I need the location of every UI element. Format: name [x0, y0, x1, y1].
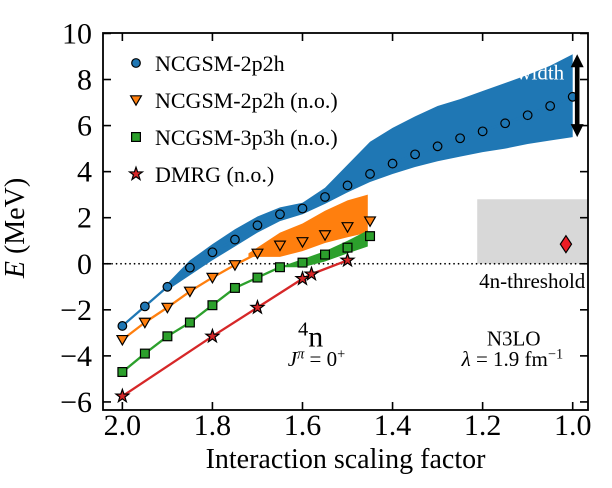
- y-tick-label: 2: [77, 202, 92, 235]
- x-axis-label: Interaction scaling factor: [206, 444, 487, 475]
- circle-marker: [387, 158, 398, 169]
- ncgsm-2p2h-markers: [117, 91, 578, 331]
- y-axis-label: E (MeV): [0, 178, 31, 279]
- triangle-down-marker: [318, 230, 332, 242]
- x-tick-label: 1.4: [374, 409, 412, 442]
- width-label: width: [516, 61, 564, 85]
- triangle-down-marker: [160, 302, 174, 314]
- star-marker: [127, 165, 145, 181]
- triangle-down-marker: [129, 95, 143, 107]
- legend-label-ncgsm-2p2h-no: NCGSM-2p2h (n.o.): [155, 88, 338, 113]
- square-marker: [229, 282, 240, 293]
- star-marker: [294, 270, 311, 286]
- square-marker: [207, 300, 218, 311]
- interaction-name-label: N3LO: [487, 327, 541, 351]
- circle-marker: [297, 203, 308, 214]
- legend-item-ncgsm-2p2h: NCGSM-2p2h: [131, 51, 285, 76]
- circle-marker: [275, 209, 285, 220]
- dmrg-no-markers: [114, 251, 356, 404]
- x-tick-label: 1.0: [554, 409, 592, 442]
- triangle-down-marker: [363, 216, 377, 228]
- star-marker: [303, 265, 320, 282]
- axis-ticks: 2.0 1.8 1.6 1.4 1.2 1.0 10 8 6 4 2 0 −2 −4 −6: [60, 17, 591, 442]
- square-marker: [139, 348, 150, 359]
- x-tick-label: 1.2: [464, 409, 502, 442]
- circle-marker: [320, 192, 330, 202]
- triangle-down-marker: [228, 260, 242, 272]
- legend-item-ncgsm-2p2h-no: NCGSM-2p2h (n.o.): [129, 88, 338, 113]
- lambda-label: λ = 1.9 fm−1: [461, 346, 564, 371]
- plot-border: [102, 32, 589, 411]
- square-marker: [274, 262, 285, 273]
- circle-marker: [342, 180, 353, 191]
- circle-marker: [162, 281, 173, 292]
- star-marker: [114, 387, 131, 404]
- circle-marker: [432, 141, 443, 152]
- y-tick-label: −2: [60, 294, 92, 327]
- circle-marker: [207, 247, 218, 258]
- triangle-down-marker: [273, 240, 287, 252]
- square-marker: [365, 231, 376, 242]
- legend-label-dmrg-no: DMRG (n.o.): [155, 162, 274, 187]
- circle-marker: [117, 321, 128, 331]
- x-tick-label: 1.6: [284, 409, 322, 442]
- square-marker: [252, 272, 263, 283]
- triangle-down-marker: [115, 334, 129, 347]
- square-marker: [162, 331, 173, 342]
- threshold-region-box: [477, 199, 588, 264]
- triangle-down-marker: [251, 248, 264, 260]
- square-marker: [131, 132, 142, 143]
- triangle-down-marker: [205, 272, 219, 284]
- circle-marker: [230, 234, 240, 245]
- width-arrow-head-up: [570, 54, 584, 68]
- legend-item-dmrg-no: DMRG (n.o.): [127, 162, 274, 187]
- circle-marker: [139, 301, 150, 312]
- square-marker: [117, 367, 128, 378]
- circle-marker: [455, 133, 466, 144]
- x-tick-label: 2.0: [104, 409, 142, 442]
- legend-label-ncgsm-2p2h: NCGSM-2p2h: [155, 51, 285, 76]
- circle-marker: [477, 126, 488, 137]
- circle-marker: [545, 101, 556, 111]
- legend-label-ncgsm-3p3h-no: NCGSM-3p3h (n.o.): [155, 125, 338, 150]
- y-tick-label: 6: [77, 110, 92, 143]
- jpi-label: Jπ = 0+: [288, 346, 345, 371]
- nucleus-label: 4n: [298, 318, 323, 353]
- width-arrow: width: [516, 54, 584, 138]
- x-tick-label: 1.8: [194, 409, 232, 442]
- square-marker: [297, 257, 308, 268]
- width-arrow-head-down: [570, 124, 584, 138]
- diamond-marker: [559, 234, 573, 254]
- y-tick-label: 10: [62, 17, 92, 50]
- triangle-down-marker: [183, 286, 197, 298]
- y-tick-label: −6: [60, 386, 92, 419]
- y-tick-label: 4: [77, 156, 92, 189]
- threshold-label: 4n-threshold: [479, 269, 586, 293]
- star-marker: [249, 298, 266, 315]
- triangle-down-marker: [296, 237, 309, 249]
- triangle-down-marker: [138, 317, 152, 329]
- circle-marker: [365, 169, 375, 179]
- threshold-diamond: [559, 234, 573, 254]
- y-tick-label: −4: [60, 340, 92, 373]
- y-tick-label: 8: [77, 64, 92, 97]
- y-tick-label: 0: [77, 248, 92, 281]
- circle-marker: [131, 58, 141, 68]
- circle-marker: [410, 149, 420, 160]
- legend-item-ncgsm-3p3h-no: NCGSM-3p3h (n.o.): [131, 125, 338, 150]
- circle-marker: [252, 220, 263, 231]
- square-marker: [184, 317, 195, 328]
- square-marker: [342, 242, 353, 253]
- ncgsm-2p2h-no-markers: [115, 216, 377, 347]
- circle-marker: [185, 262, 195, 273]
- circle-marker: [500, 118, 511, 129]
- triangle-down-marker: [341, 222, 354, 234]
- star-marker: [204, 327, 221, 344]
- star-marker: [339, 251, 356, 268]
- square-marker: [320, 249, 331, 260]
- ncgsm-3p3h-no-markers: [117, 231, 376, 378]
- circle-marker: [522, 110, 533, 121]
